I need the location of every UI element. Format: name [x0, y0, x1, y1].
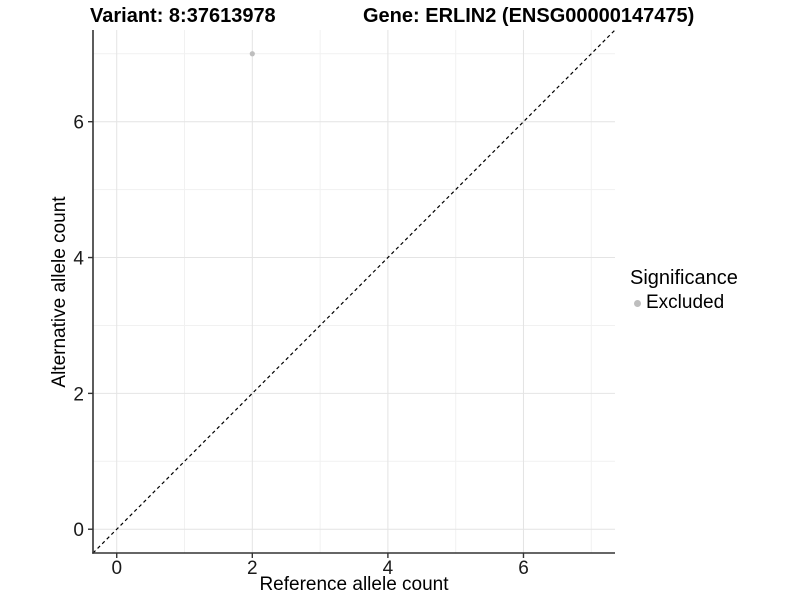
legend-marker-circle-icon [634, 299, 641, 307]
legend-item-label: Excluded [646, 292, 725, 313]
x-axis-title: Reference allele count [259, 574, 449, 595]
plot-title-gene: Gene: ERLIN2 (ENSG00000147475) [363, 5, 695, 27]
data-point [249, 51, 255, 57]
y-tick-label: 4 [73, 249, 84, 270]
y-axis-title: Alternative allele count [49, 196, 70, 388]
legend-title: Significance [630, 267, 738, 289]
y-tick-label: 0 [73, 520, 84, 541]
y-tick-label: 6 [73, 113, 84, 134]
x-tick-label: 6 [518, 558, 529, 579]
x-tick-label: 4 [383, 558, 394, 579]
x-tick-label: 2 [247, 558, 258, 579]
identity-dashed-line [92, 29, 616, 554]
legend-item-excluded: Excluded [630, 292, 738, 314]
y-tick-label: 2 [73, 384, 84, 405]
x-tick-label: 0 [111, 558, 122, 579]
legend: Significance Excluded [630, 267, 738, 314]
plot-title-variant: Variant: 8:37613978 [90, 5, 276, 27]
